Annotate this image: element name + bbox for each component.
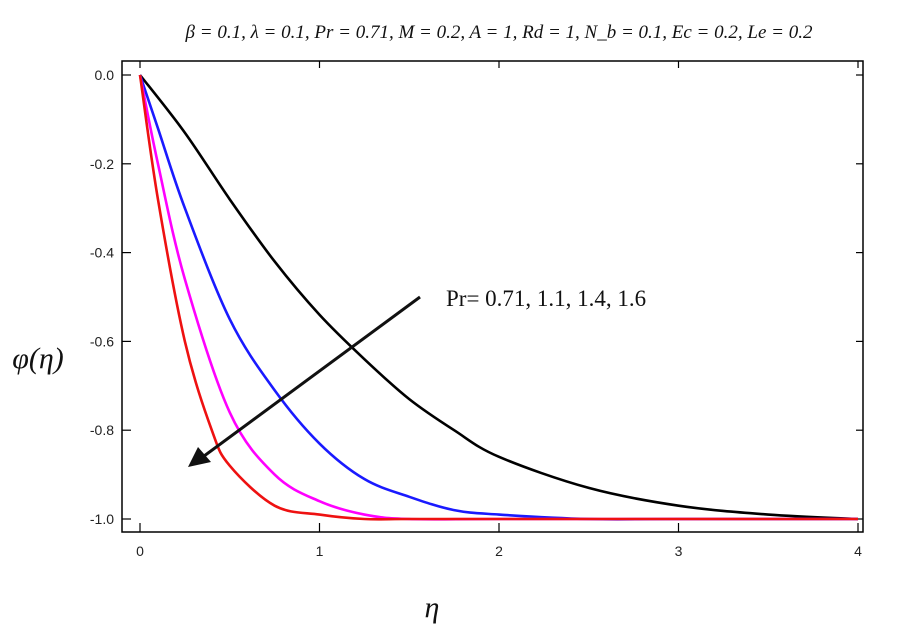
y-tick-label: 0.0 [95,67,115,83]
plot-frame [121,60,864,533]
x-tick-label: 3 [675,543,683,559]
y-axis-ticks: 0.0 -0.2 -0.4 -0.6 -0.8 -1.0 [90,67,863,527]
annotation-arrowhead [188,447,211,467]
x-tick-label: 1 [316,543,324,559]
y-tick-label: -0.8 [90,422,114,438]
y-tick-label: -0.6 [90,333,114,349]
annotation-label: Pr= 0.71, 1.1, 1.4, 1.6 [446,286,646,311]
series-lines [138,74,859,521]
y-tick-label: -1.0 [90,511,114,527]
y-axis-label: φ(η) [12,342,63,375]
series-line-4 [138,74,858,521]
x-axis-label: η [425,591,440,624]
x-tick-label: 4 [854,543,862,559]
x-tick-label: 2 [495,543,503,559]
annotation-arrow-shaft [199,295,421,461]
series-line-1 [138,74,859,521]
y-tick-label: -0.4 [90,245,114,261]
chart-title: β = 0.1, λ = 0.1, Pr = 0.71, M = 0.2, A … [185,22,813,43]
y-tick-label: -0.2 [90,156,114,172]
x-axis-ticks: 0 1 2 3 4 [136,61,862,559]
x-tick-label: 0 [136,543,144,559]
